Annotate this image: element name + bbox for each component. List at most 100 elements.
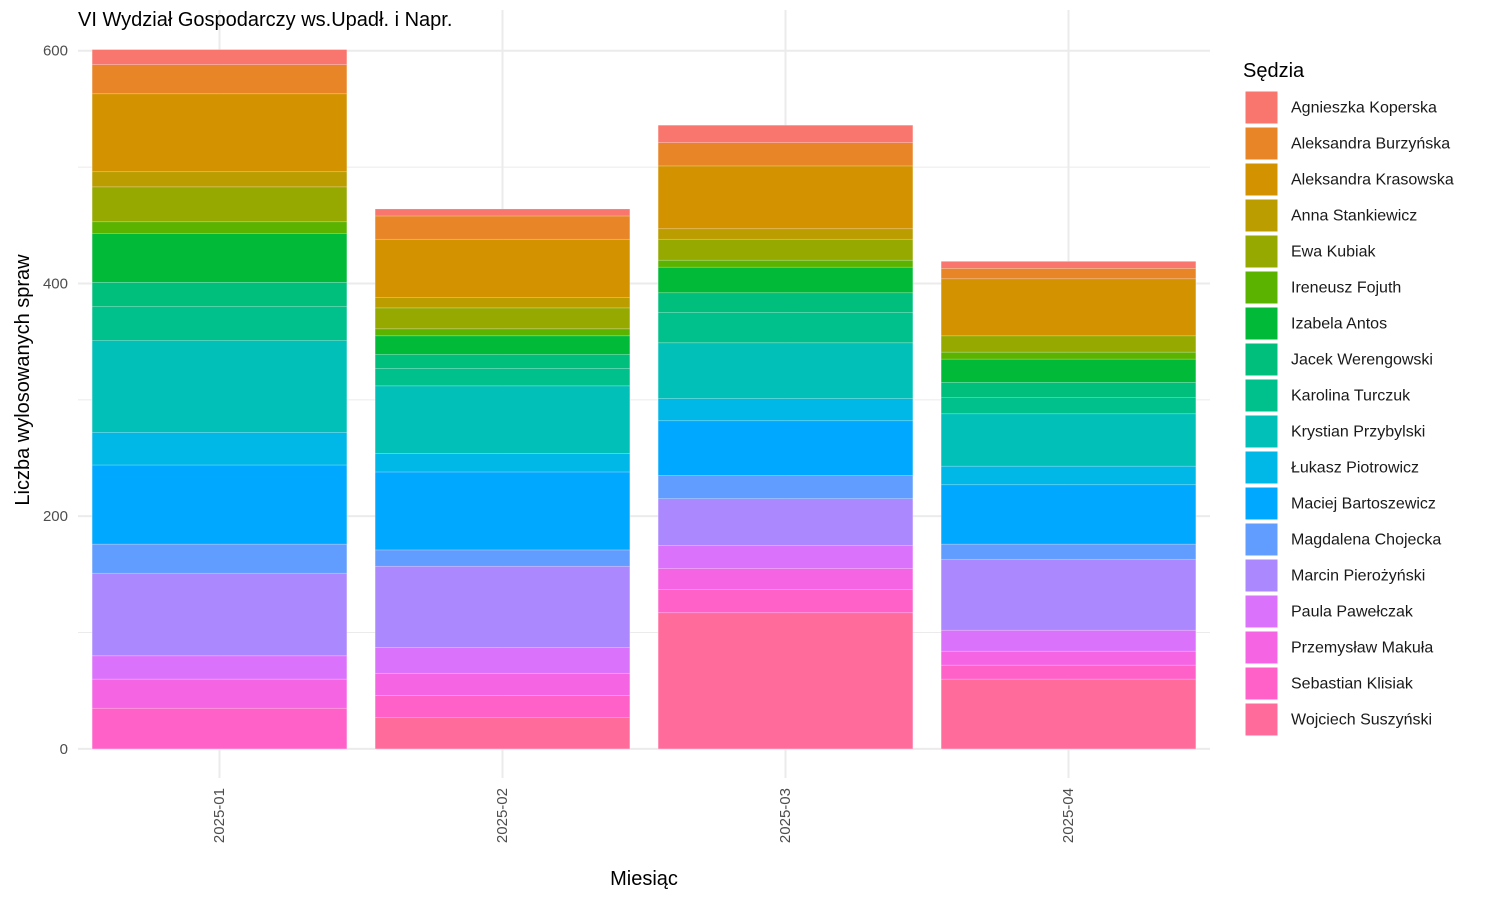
bar-segment [374, 335, 631, 355]
legend-title: Sędzia [1243, 60, 1305, 82]
bar-segment [940, 278, 1197, 337]
legend-item: Maciej Bartoszewicz [1244, 486, 1436, 521]
bar-segment [657, 342, 914, 399]
bar-segment [657, 498, 914, 546]
legend-key [1244, 414, 1279, 449]
y-tick-label: 200 [43, 508, 68, 525]
y-tick-label: 0 [60, 741, 68, 758]
bar-segment [657, 165, 914, 230]
legend-key [1244, 702, 1279, 737]
legend-label: Ewa Kubiak [1291, 244, 1376, 261]
bar-segment [657, 544, 914, 569]
bar-segment [91, 678, 348, 709]
legend-item: Ireneusz Fojuth [1244, 270, 1401, 305]
bar-segment [374, 647, 631, 674]
bar-segment [657, 612, 914, 750]
legend-key [1244, 558, 1279, 593]
legend-label: Maciej Bartoszewicz [1291, 496, 1436, 513]
bar-segment [940, 629, 1197, 652]
bar-segment [940, 351, 1197, 360]
bar-segment [91, 432, 348, 466]
x-tick-label: 2025-01 [211, 788, 228, 843]
x-tick-label: 2025-03 [777, 788, 794, 843]
legend-label: Przemysław Makuła [1291, 640, 1433, 657]
bar-segment [91, 543, 348, 574]
legend-label: Łukasz Piotrowicz [1291, 460, 1419, 477]
bar-segment [91, 340, 348, 433]
bar-segment [374, 208, 631, 217]
bar-segment [91, 233, 348, 283]
bar-segment [374, 672, 631, 696]
legend-key [1244, 162, 1279, 197]
legend-key [1244, 198, 1279, 233]
legend-item: Ewa Kubiak [1244, 234, 1376, 269]
legend-label: Anna Stankiewicz [1291, 208, 1417, 225]
bar-segment [657, 475, 914, 500]
bar-segment [374, 695, 631, 718]
bar-segment [657, 259, 914, 268]
bar-segment [374, 238, 631, 298]
bar-segment [91, 707, 348, 750]
bar-segment [91, 221, 348, 234]
legend-item: Paula Pawełczak [1244, 594, 1414, 629]
bar-segment [91, 655, 348, 680]
legend-key [1244, 450, 1279, 485]
legend-label: Wojciech Suszyński [1291, 712, 1432, 729]
bar-segment [940, 335, 1197, 353]
legend-key [1244, 378, 1279, 413]
bar-segment [657, 589, 914, 614]
legend-key [1244, 270, 1279, 305]
bar-segment [374, 385, 631, 454]
bar-segment [91, 64, 348, 95]
x-axis-title: Miesiąc [610, 868, 678, 890]
legend-items: Agnieszka Koperska Aleksandra Burzyńska Al… [1244, 90, 1454, 737]
bar-segment [374, 328, 631, 337]
legend-key [1244, 594, 1279, 629]
bar-segment [940, 261, 1197, 269]
legend-label: Magdalena Chojecka [1291, 532, 1441, 549]
legend-key [1244, 306, 1279, 341]
bar-segment [940, 650, 1197, 666]
legend-key [1244, 342, 1279, 377]
legend-label: Izabela Antos [1291, 316, 1387, 333]
legend: Sędzia Agnieszka Koperska Aleksandra Burz… [1243, 60, 1454, 737]
legend-item: Izabela Antos [1244, 306, 1387, 341]
chart-title: VI Wydział Gospodarczy ws.Upadł. i Napr. [78, 9, 452, 31]
bar-segment [940, 382, 1197, 398]
legend-item: Krystian Przybylski [1244, 414, 1425, 449]
bar-segment [657, 312, 914, 344]
bar-segment [374, 471, 631, 551]
legend-item: Przemysław Makuła [1244, 630, 1433, 665]
bar-segment [657, 238, 914, 261]
x-axis-ticks: 2025-01 2025-02 2025-03 2025-04 [211, 788, 1077, 843]
bar-segment [91, 49, 348, 65]
bar-segment [940, 543, 1197, 560]
legend-label: Paula Pawełczak [1291, 604, 1414, 621]
bar-segment [374, 215, 631, 240]
x-tick-label: 2025-02 [494, 788, 511, 843]
legend-item: Marcin Pierożyński [1244, 558, 1425, 593]
bar-segment [657, 568, 914, 590]
legend-item: Aleksandra Burzyńska [1244, 126, 1450, 161]
legend-label: Aleksandra Krasowska [1291, 172, 1454, 189]
bar-segment [940, 397, 1197, 415]
bar-segment [91, 281, 348, 308]
legend-item: Wojciech Suszyński [1244, 702, 1432, 737]
bar-segment [940, 664, 1197, 680]
bar-segment [374, 354, 631, 369]
bar-segment [657, 124, 914, 143]
bar-segment [657, 398, 914, 422]
y-tick-label: 400 [43, 275, 68, 292]
bar-segment [91, 306, 348, 341]
bar-segment [374, 368, 631, 387]
legend-item: Aleksandra Krasowska [1244, 162, 1454, 197]
bar-segment [940, 558, 1197, 631]
legend-label: Karolina Turczuk [1291, 388, 1411, 405]
legend-item: Sebastian Klisiak [1244, 666, 1414, 701]
bar-segment [657, 292, 914, 313]
legend-label: Krystian Przybylski [1291, 424, 1425, 441]
legend-key [1244, 234, 1279, 269]
bar-segment [374, 307, 631, 330]
bar-segment [657, 266, 914, 294]
